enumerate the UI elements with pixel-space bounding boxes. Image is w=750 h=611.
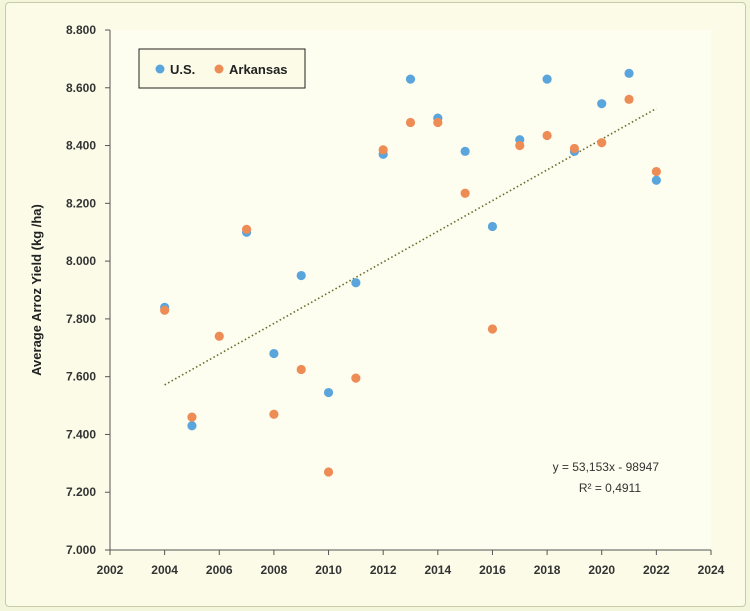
arkansas-point [624, 94, 634, 104]
arkansas-point [269, 409, 279, 419]
arkansas-point [187, 412, 197, 422]
arkansas-point [351, 373, 361, 383]
y-tick-label: 8.000 [66, 254, 96, 268]
x-tick-label: 2012 [370, 563, 397, 577]
arkansas-point [241, 224, 252, 234]
y-tick-label: 7.000 [66, 543, 96, 557]
x-tick-label: 2018 [534, 563, 561, 577]
arkansas-point [542, 130, 552, 141]
u-s-point [405, 74, 416, 84]
u-s-point [269, 348, 279, 359]
y-tick-label: 7.200 [66, 485, 96, 499]
legend-arkansas-marker [214, 64, 224, 74]
u-s-point [651, 175, 661, 185]
legend-us-label: U.S. [170, 62, 195, 77]
legend-arkansas-label: Arkansas [229, 62, 288, 77]
u-s-point [460, 146, 470, 156]
legend: U.S. Arkansas [138, 48, 306, 89]
x-tick-label: 2008 [261, 563, 288, 577]
u-s-point [323, 387, 334, 398]
arkansas-point [214, 331, 224, 341]
trendline-equation: y = 53,153x - 98947 [553, 460, 660, 474]
arkansas-point [433, 117, 443, 128]
y-tick-label: 8.400 [66, 139, 96, 153]
arkansas-point [323, 467, 334, 477]
y-tick-label: 7.600 [66, 370, 96, 384]
u-s-point [296, 270, 306, 281]
y-tick-label: 8.200 [66, 196, 96, 210]
y-tick-label: 8.600 [66, 81, 96, 95]
u-s-point [487, 221, 498, 232]
legend-us-marker [155, 64, 165, 74]
x-tick-label: 2010 [315, 563, 342, 577]
arkansas-point [296, 364, 306, 375]
x-tick-label: 2002 [97, 563, 124, 577]
axes: 7.000 7.200 7.400 7.600 7.800 8.000 8.200 8.400… [66, 23, 725, 577]
arkansas-point [651, 166, 661, 177]
x-tick-label: 2022 [643, 563, 670, 577]
y-tick-label: 8.800 [66, 23, 96, 37]
arkansas-point [569, 143, 580, 154]
arkansas-point [405, 117, 416, 128]
arkansas-point [487, 324, 498, 334]
points-layer [160, 68, 661, 477]
x-tick-label: 2020 [588, 563, 615, 577]
u-s-point [351, 278, 361, 288]
arkansas-point [597, 138, 607, 148]
y-tick-label: 7.400 [66, 427, 96, 441]
arkansas-point [378, 145, 388, 155]
u-s-point [597, 99, 607, 109]
x-tick-label: 2004 [151, 563, 178, 577]
u-s-point [624, 68, 634, 78]
plot-area [110, 30, 711, 550]
trendline-r-squared: R² = 0,4911 [579, 481, 641, 495]
x-tick-label: 2016 [479, 563, 506, 577]
y-tick-label: 7.800 [66, 312, 96, 326]
arkansas-point [515, 140, 525, 151]
arkansas-point [460, 188, 470, 198]
legend-box [138, 48, 306, 89]
y-axis-title: Average Arroz Yield (kg /ha) [29, 204, 44, 376]
u-s-point [187, 421, 197, 431]
x-tick-label: 2024 [698, 563, 725, 577]
x-tick-label: 2014 [424, 563, 451, 577]
u-s-point [542, 74, 552, 84]
x-tick-label: 2006 [206, 563, 233, 577]
arkansas-point [160, 305, 170, 315]
